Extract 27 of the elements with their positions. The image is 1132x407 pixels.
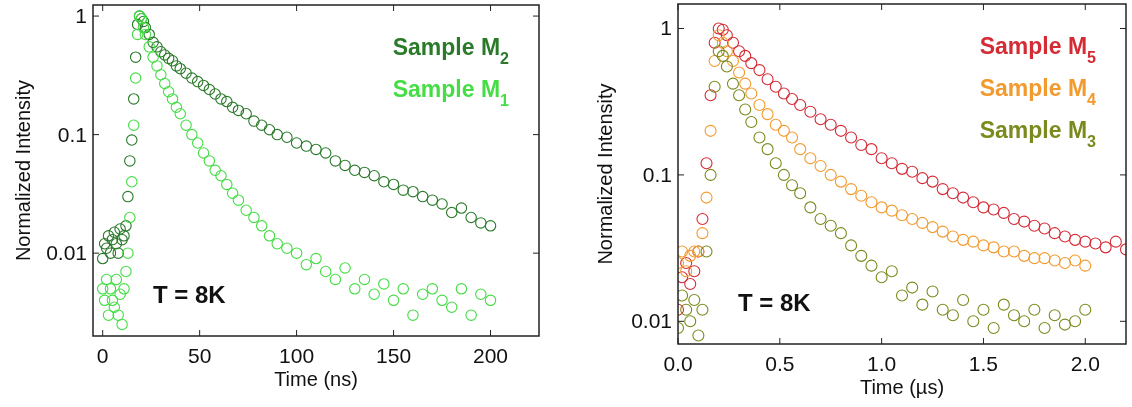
x-axis-title: Time (µs) (859, 376, 945, 398)
x-tick-label: 100 (279, 344, 315, 367)
x-tick-label: 1.5 (968, 352, 999, 375)
y-tick-label: 0.1 (57, 122, 87, 146)
x-tick-label: 200 (473, 344, 509, 367)
x-tick-label: 0.0 (663, 352, 693, 375)
text: Sample M$_{3}$ (979, 117, 1097, 150)
annotation: T = 8K (153, 281, 227, 308)
y-tick-label: 1 (660, 16, 672, 40)
y-tick-label: 0.01 (46, 241, 87, 265)
text: Sample M$_{1}$ (392, 76, 510, 109)
annotation: T = 8K (738, 289, 812, 316)
x-axis-title: Time (ns) (274, 368, 358, 390)
x-tick-label: 0.5 (765, 352, 795, 375)
x-tick-label: 1.0 (867, 352, 897, 375)
y-tick-label: 1 (75, 4, 87, 28)
text: Sample M$_{5}$ (979, 33, 1097, 66)
x-tick-label: 0 (96, 344, 109, 367)
y-axis-title: Normalized Intensity (594, 83, 616, 265)
x-tick-label: 150 (376, 344, 412, 367)
x-tick-label: 50 (187, 344, 212, 367)
text: Sample M$_{4}$ (979, 75, 1097, 108)
y-axis-title: Normalized Intensity (12, 79, 34, 262)
y-tick-label: 0.01 (631, 309, 672, 333)
y-tick-label: 0.1 (642, 162, 672, 186)
x-tick-label: 2.0 (1070, 352, 1100, 375)
text: Sample M$_{2}$ (392, 34, 510, 67)
